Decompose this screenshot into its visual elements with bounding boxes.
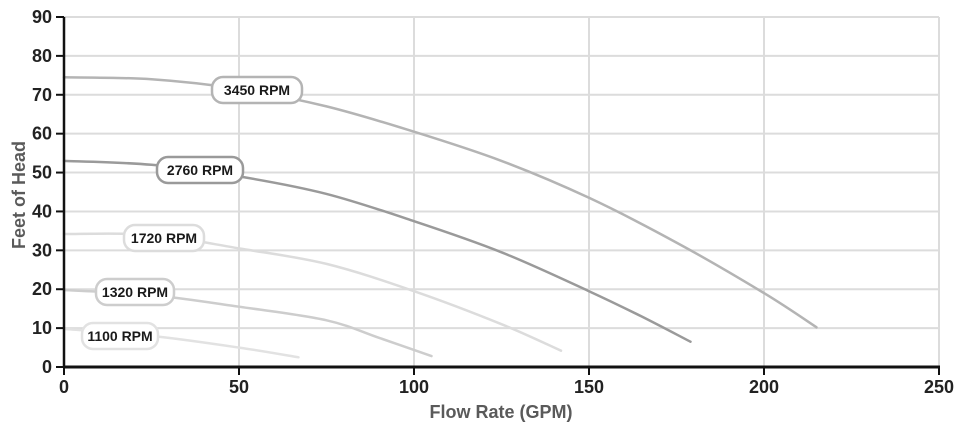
- curve-label: 1320 RPM: [94, 277, 176, 307]
- y-tick-label: 10: [32, 318, 52, 338]
- x-tick-label: 0: [59, 377, 69, 397]
- curve-label-box: [155, 155, 245, 185]
- x-tick-label: 150: [574, 377, 604, 397]
- curve-label: 3450 RPM: [210, 75, 304, 105]
- y-tick-label: 40: [32, 201, 52, 221]
- y-tick-label: 0: [42, 357, 52, 377]
- curve-label-text: 1320 RPM: [102, 284, 168, 300]
- curve-label-text: 1720 RPM: [131, 230, 197, 246]
- y-tick-label: 30: [32, 240, 52, 260]
- y-tick-label: 70: [32, 85, 52, 105]
- curve-labels: 3450 RPM 2760 RPM 1720 RPM 1320 RPM 1100 RPM: [80, 75, 304, 351]
- curve-label-box: [80, 321, 160, 351]
- x-axis-title: Flow Rate (GPM): [430, 402, 573, 422]
- curve-label-text: 1100 RPM: [87, 328, 152, 344]
- curve-label: 1100 RPM: [80, 321, 160, 351]
- y-tick-label: 20: [32, 279, 52, 299]
- tick-labels: 0 10 20 30 40 50 60 70 80 90 0 50 100 150 200 250: [32, 7, 954, 397]
- grid-lines: [64, 16, 940, 367]
- x-tick-label: 200: [749, 377, 779, 397]
- curve-label: 1720 RPM: [122, 223, 206, 253]
- curve-label: 2760 RPM: [155, 155, 245, 185]
- curve-label-text: 2760 RPM: [167, 162, 233, 178]
- series-line: [62, 76, 818, 329]
- y-axis-title: Feet of Head: [9, 141, 29, 249]
- x-tick-label: 250: [924, 377, 954, 397]
- x-tick-label: 100: [399, 377, 429, 397]
- y-tick-label: 60: [32, 124, 52, 144]
- curve-label-box: [210, 75, 304, 105]
- y-tick-label: 90: [32, 7, 52, 27]
- curve-label-box: [94, 277, 176, 307]
- y-tick-label: 80: [32, 46, 52, 66]
- y-tick-label: 50: [32, 163, 52, 183]
- axes: [62, 17, 940, 369]
- curve-label-text: 3450 RPM: [224, 82, 290, 98]
- x-tick-label: 50: [229, 377, 249, 397]
- curve-label-box: [122, 223, 206, 253]
